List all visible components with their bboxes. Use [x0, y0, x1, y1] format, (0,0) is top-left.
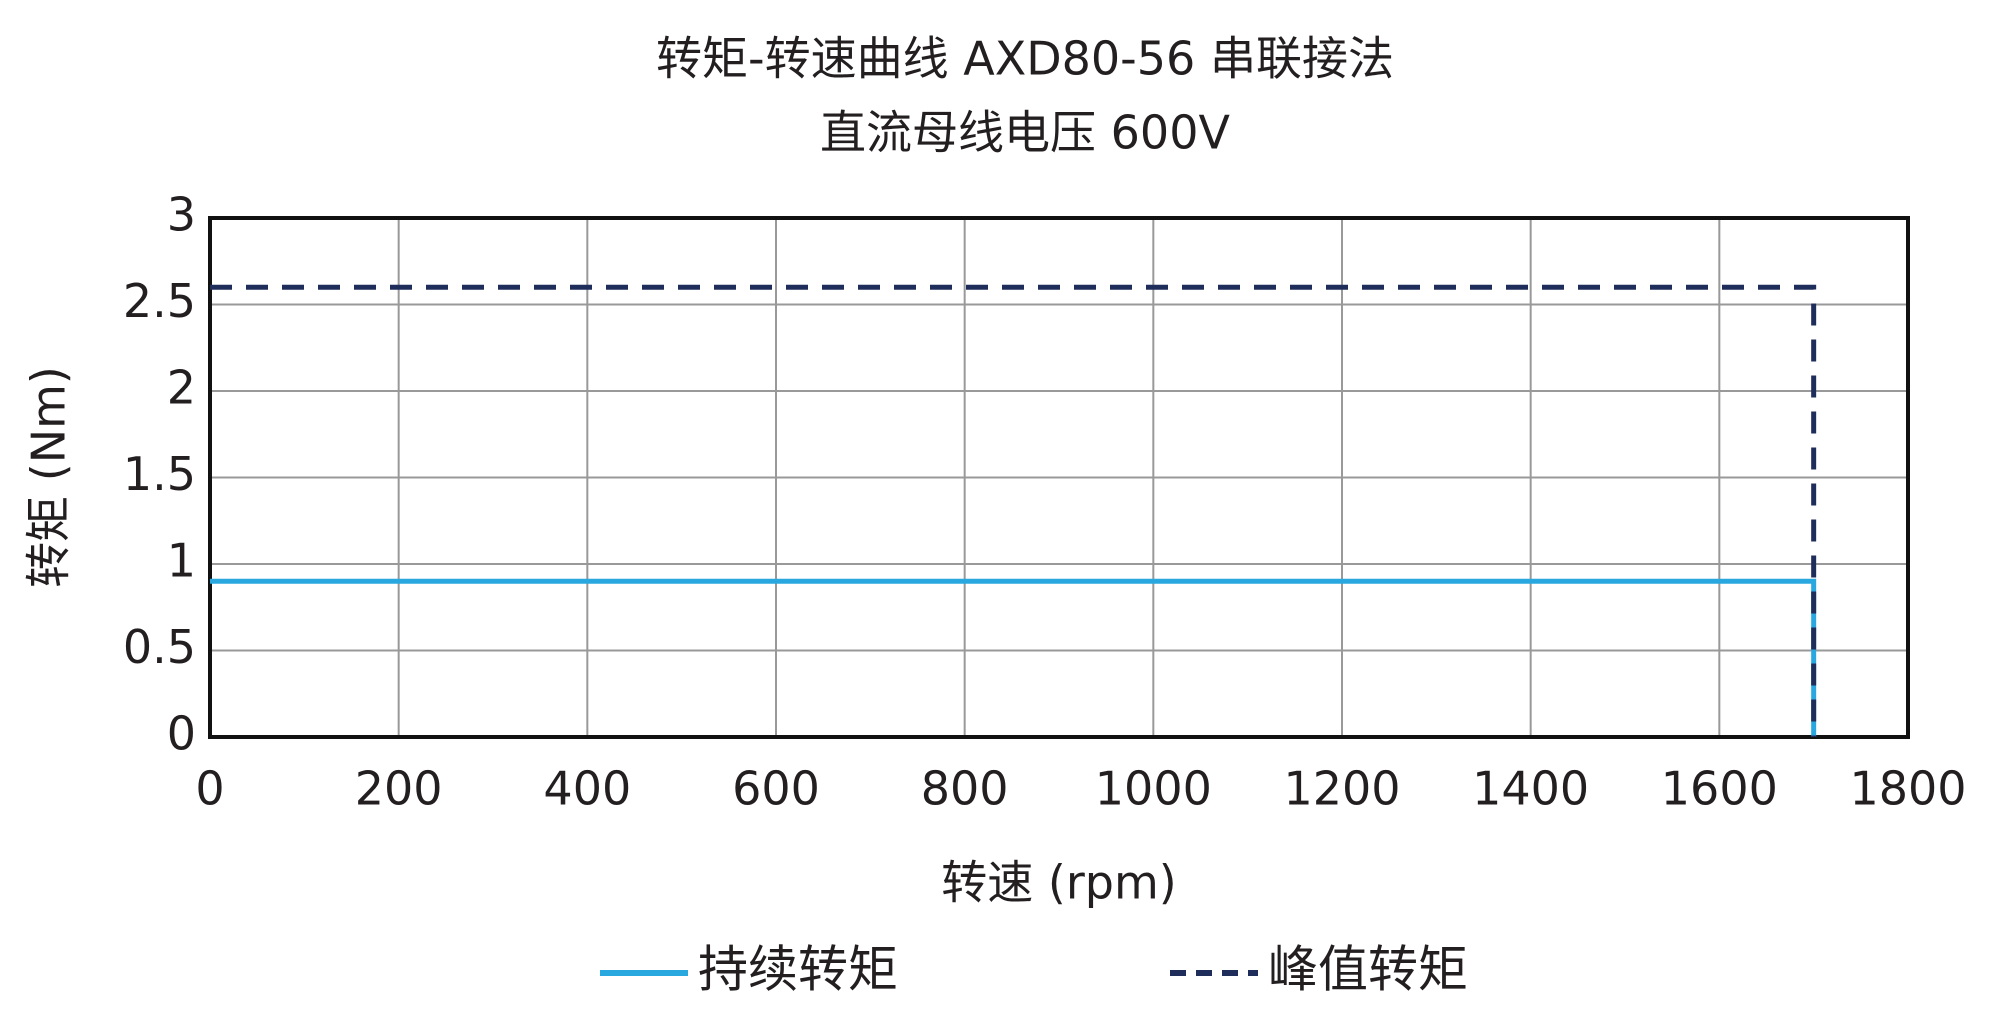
- y-tick-label: 0.5: [123, 620, 196, 674]
- x-tick-label: 200: [355, 762, 443, 816]
- y-tick-label: 0: [167, 707, 196, 761]
- x-tick-label: 800: [921, 762, 1009, 816]
- chart-title: 转矩-转速曲线 AXD80-56 串联接法: [656, 32, 1394, 86]
- x-tick-label: 400: [543, 762, 631, 816]
- y-tick-label: 1.5: [123, 447, 196, 501]
- series-line: [210, 578, 1817, 737]
- legend-label: 持续转矩: [698, 941, 898, 999]
- legend-label: 峰值转矩: [1268, 941, 1468, 999]
- y-axis-label: 转矩 (Nm): [22, 366, 76, 588]
- y-tick-label: 2.5: [123, 274, 196, 328]
- y-tick-label: 1: [167, 534, 196, 588]
- x-tick-label: 600: [732, 762, 820, 816]
- x-tick-label: 1800: [1849, 762, 1966, 816]
- x-tick-label: 1400: [1472, 762, 1589, 816]
- x-tick-label: 1000: [1095, 762, 1212, 816]
- x-axis-label: 转速 (rpm): [941, 856, 1176, 910]
- y-tick-label: 3: [167, 188, 196, 242]
- x-tick-label: 1600: [1661, 762, 1778, 816]
- plot-frame: [208, 216, 1910, 739]
- y-tick-label: 2: [167, 361, 196, 415]
- x-tick-label: 1200: [1283, 762, 1400, 816]
- series-line: [210, 284, 1817, 737]
- x-tick-label: 0: [195, 762, 224, 816]
- chart-subtitle: 直流母线电压 600V: [820, 106, 1230, 160]
